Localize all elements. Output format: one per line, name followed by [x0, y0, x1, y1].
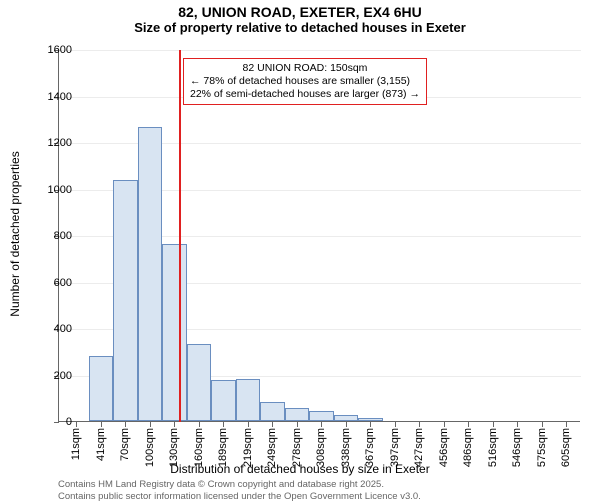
annotation-line: 82 UNION ROAD: 150sqm	[190, 62, 420, 75]
footer-line-1: Contains HM Land Registry data © Crown c…	[58, 479, 421, 490]
x-tick	[76, 422, 77, 427]
y-tick-label: 0	[32, 416, 72, 428]
histogram-bar	[113, 180, 138, 421]
x-tick	[468, 422, 469, 427]
histogram-bar	[334, 415, 359, 421]
gridline-h	[59, 50, 581, 51]
x-tick	[248, 422, 249, 427]
x-tick	[370, 422, 371, 427]
y-tick-label: 1000	[32, 184, 72, 196]
x-tick	[321, 422, 322, 427]
page-title: 82, UNION ROAD, EXETER, EX4 6HU	[0, 4, 600, 20]
x-tick-label: 11sqm	[70, 428, 82, 460]
annotation-line: 22% of semi-detached houses are larger (…	[190, 88, 420, 101]
y-tick-label: 800	[32, 230, 72, 242]
x-tick	[542, 422, 543, 427]
x-tick	[395, 422, 396, 427]
histogram-bar	[236, 379, 261, 421]
x-tick	[272, 422, 273, 427]
histogram-bar	[309, 411, 334, 421]
chart-container: 11sqm41sqm70sqm100sqm130sqm160sqm189sqm2…	[58, 50, 580, 422]
y-tick-label: 1600	[32, 44, 72, 56]
plot-area: 11sqm41sqm70sqm100sqm130sqm160sqm189sqm2…	[58, 50, 580, 422]
marker-line	[179, 50, 181, 422]
x-tick	[346, 422, 347, 427]
histogram-bar	[138, 127, 163, 421]
footer-line-2: Contains public sector information licen…	[58, 491, 421, 502]
x-tick	[174, 422, 175, 427]
y-tick-label: 400	[32, 323, 72, 335]
x-tick	[493, 422, 494, 427]
y-tick-label: 1200	[32, 137, 72, 149]
x-tick-label: 41sqm	[95, 428, 107, 461]
attribution-footer: Contains HM Land Registry data © Crown c…	[58, 479, 421, 502]
histogram-bar	[187, 344, 212, 421]
annotation-line: ← 78% of detached houses are smaller (3,…	[190, 75, 420, 88]
histogram-bar	[162, 244, 187, 421]
x-axis-label: Distribution of detached houses by size …	[0, 462, 600, 476]
x-tick	[419, 422, 420, 427]
x-tick	[517, 422, 518, 427]
histogram-bar	[285, 408, 310, 421]
histogram-bar	[260, 402, 285, 421]
x-tick	[223, 422, 224, 427]
y-tick-label: 1400	[32, 91, 72, 103]
x-tick	[566, 422, 567, 427]
y-axis-label: Number of detached properties	[8, 151, 22, 316]
x-tick	[150, 422, 151, 427]
page-subtitle: Size of property relative to detached ho…	[0, 20, 600, 35]
x-tick	[297, 422, 298, 427]
y-tick-label: 200	[32, 370, 72, 382]
histogram-bar	[89, 356, 114, 421]
x-tick-label: 70sqm	[119, 428, 131, 461]
x-tick	[444, 422, 445, 427]
annotation-box: 82 UNION ROAD: 150sqm← 78% of detached h…	[183, 58, 427, 105]
histogram-bar	[358, 418, 383, 421]
x-tick	[199, 422, 200, 427]
y-tick-label: 600	[32, 277, 72, 289]
x-tick	[101, 422, 102, 427]
histogram-bar	[211, 380, 236, 421]
x-tick	[125, 422, 126, 427]
